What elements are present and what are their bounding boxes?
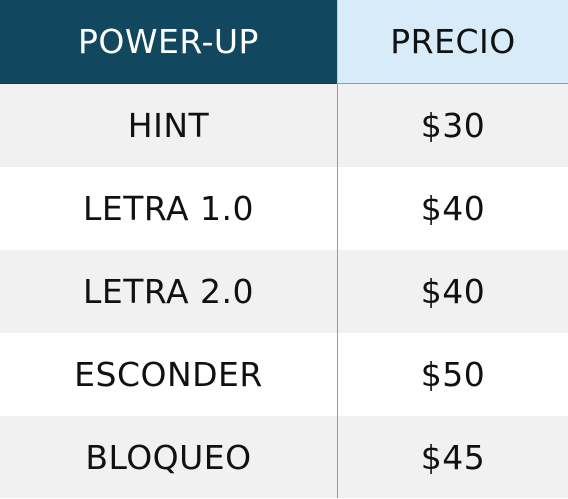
powerup-name: LETRA 1.0 — [82, 189, 255, 228]
powerup-price: $45 — [337, 416, 568, 498]
powerup-price: $50 — [337, 333, 568, 416]
table-row: LETRA 1.0 $40 — [0, 167, 568, 250]
table-row: LETRA 2.0 $40 — [0, 250, 568, 333]
table-row: ESCONDER $50 — [0, 333, 568, 416]
powerup-price: $30 — [337, 84, 568, 167]
powerup-name: BLOQUEO — [85, 437, 252, 477]
header-powerup: POWER-UP — [0, 0, 337, 84]
table-row: HINT $30 — [0, 84, 568, 167]
table-header-row: POWER-UP PRECIO — [0, 0, 568, 84]
powerup-name: LETRA 2.0 — [82, 272, 255, 311]
powerup-price: $40 — [337, 250, 568, 333]
powerup-price: $40 — [337, 167, 568, 250]
table-row: BLOQUEO $45 — [0, 416, 568, 498]
header-price: PRECIO — [337, 0, 568, 84]
powerup-name: ESCONDER — [74, 355, 263, 394]
powerup-name: HINT — [127, 106, 210, 145]
